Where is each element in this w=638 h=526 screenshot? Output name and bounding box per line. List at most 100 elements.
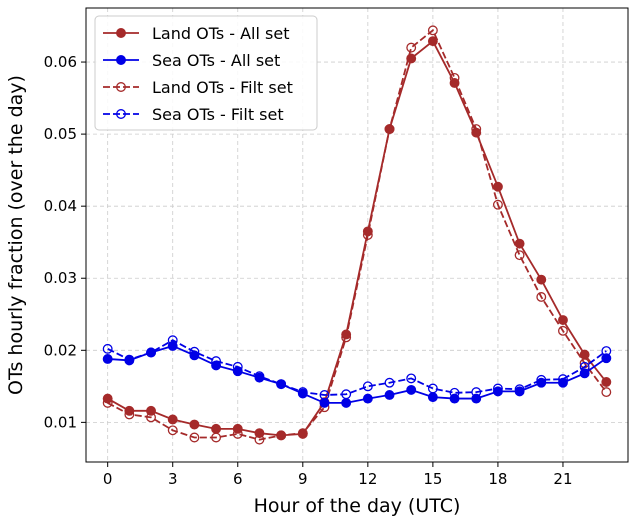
data-point — [189, 419, 200, 430]
data-point — [384, 124, 395, 135]
legend-entry: Land OTs - All set — [103, 24, 289, 43]
data-point — [297, 387, 308, 398]
data-point — [449, 72, 460, 83]
data-point — [232, 423, 243, 434]
data-point — [362, 381, 373, 392]
series-line — [107, 345, 607, 404]
series-layer — [102, 25, 612, 445]
data-point — [601, 346, 612, 356]
x-tick-label: 12 — [358, 470, 377, 488]
x-tick-label: 0 — [103, 470, 113, 488]
x-tick-label: 18 — [488, 470, 507, 488]
data-point — [189, 346, 200, 357]
legend-label: Sea OTs - All set — [152, 51, 280, 70]
legend-entry: Land OTs - Filt set — [103, 78, 293, 97]
y-tick-label: 0.01 — [44, 413, 77, 431]
data-point — [319, 397, 330, 408]
data-point — [276, 430, 287, 441]
data-point — [406, 42, 417, 53]
data-point — [536, 292, 547, 302]
legend-frame — [94, 15, 318, 131]
data-point — [427, 25, 438, 36]
data-point — [232, 428, 243, 439]
legend-marker — [116, 109, 126, 119]
data-point — [558, 374, 568, 385]
data-point — [427, 392, 438, 403]
data-point — [449, 387, 460, 398]
data-point — [319, 390, 330, 400]
data-point — [167, 335, 178, 346]
series-2 — [102, 25, 612, 445]
data-point — [124, 354, 135, 365]
data-point — [102, 343, 113, 354]
data-point — [427, 36, 438, 47]
data-point — [211, 423, 222, 434]
data-point — [492, 181, 503, 192]
data-point — [514, 250, 525, 261]
data-point — [406, 384, 417, 395]
y-tick-label: 0.06 — [44, 53, 77, 71]
data-point — [124, 409, 135, 420]
data-point — [601, 353, 612, 364]
data-point — [558, 315, 568, 325]
y-tick-label: 0.02 — [44, 341, 77, 359]
data-point — [211, 432, 222, 443]
data-point — [167, 414, 178, 425]
data-point — [558, 325, 568, 336]
data-point — [232, 361, 243, 372]
y-tick-label: 0.04 — [44, 197, 77, 215]
x-tick-label: 3 — [168, 470, 178, 488]
series-1 — [102, 341, 612, 408]
legend-marker — [116, 82, 126, 92]
data-point — [211, 356, 222, 367]
y-tick-label: 0.05 — [44, 125, 77, 143]
data-point — [384, 377, 395, 388]
legend-label: Sea OTs - Filt set — [152, 105, 284, 124]
legend-label: Land OTs - All set — [152, 24, 289, 43]
legend-entry: Sea OTs - All set — [103, 51, 280, 70]
x-tick-label: 9 — [298, 470, 308, 488]
plot-frame — [85, 7, 629, 463]
legend-marker — [116, 55, 126, 65]
data-point — [362, 393, 373, 404]
data-point — [167, 425, 178, 436]
legend-entry: Sea OTs - Filt set — [103, 105, 284, 124]
data-point — [146, 412, 156, 423]
y-tick-label: 0.03 — [44, 269, 77, 287]
legend-marker — [116, 28, 126, 38]
data-point — [146, 347, 156, 358]
data-point — [579, 361, 590, 372]
data-point — [536, 274, 547, 285]
data-point — [102, 353, 113, 364]
legend-label: Land OTs - Filt set — [152, 78, 293, 97]
y-axis-label: OTs hourly fraction (over the day) — [5, 75, 27, 395]
x-tick-label: 6 — [233, 470, 243, 488]
axis-ticks: 0 3 6 9 12 15 18 21 0.01 0.02 0.03 0.04 0.05 0.06 — [44, 53, 573, 488]
data-point — [341, 397, 352, 408]
data-point — [471, 387, 482, 398]
data-point — [427, 383, 438, 394]
data-point — [536, 374, 547, 385]
data-point — [254, 434, 265, 445]
legend: Land OTs - All set Sea OTs - All set Land … — [94, 15, 318, 131]
data-point — [406, 373, 417, 384]
data-point — [384, 390, 395, 400]
data-point — [297, 428, 308, 439]
x-tick-label: 21 — [553, 470, 572, 488]
data-point — [341, 389, 352, 400]
data-point — [492, 383, 503, 394]
data-point — [406, 53, 417, 64]
data-point — [362, 230, 373, 240]
data-point — [102, 397, 113, 408]
series-3 — [102, 335, 612, 400]
x-axis-label: Hour of the day (UTC) — [254, 495, 461, 517]
data-point — [492, 199, 503, 210]
data-point — [579, 349, 590, 360]
data-point — [254, 371, 265, 382]
data-point — [514, 384, 525, 395]
data-point — [189, 432, 200, 443]
data-point — [601, 377, 612, 387]
x-tick-label: 15 — [423, 470, 442, 488]
data-point — [276, 379, 287, 390]
